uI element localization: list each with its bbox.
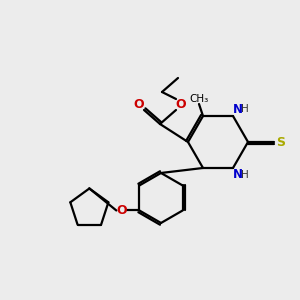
Text: O: O [176,98,186,110]
Text: H: H [241,170,249,180]
Text: S: S [277,136,286,148]
Text: CH₃: CH₃ [189,94,208,104]
Text: O: O [134,98,144,110]
Text: N: N [233,103,243,116]
Text: H: H [241,104,249,114]
Text: O: O [116,204,127,217]
Text: N: N [233,169,243,182]
